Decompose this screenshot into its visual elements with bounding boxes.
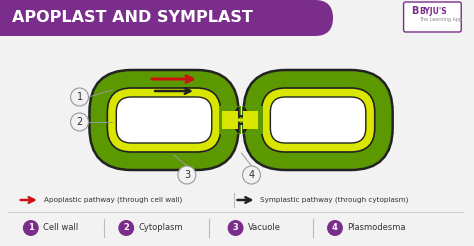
FancyBboxPatch shape xyxy=(403,2,461,32)
FancyBboxPatch shape xyxy=(270,97,366,143)
Text: 3: 3 xyxy=(184,170,190,180)
Circle shape xyxy=(71,113,89,131)
Circle shape xyxy=(228,220,244,236)
Circle shape xyxy=(118,220,134,236)
PathPatch shape xyxy=(233,107,249,133)
Text: The Learning App: The Learning App xyxy=(419,17,463,22)
FancyBboxPatch shape xyxy=(90,70,238,170)
Circle shape xyxy=(327,220,343,236)
Text: Symplastic pathway (through cytoplasm): Symplastic pathway (through cytoplasm) xyxy=(260,197,409,203)
Text: Apoplastic pathway (through cell wall): Apoplastic pathway (through cell wall) xyxy=(44,197,182,203)
Circle shape xyxy=(243,166,260,184)
FancyBboxPatch shape xyxy=(107,88,221,152)
Circle shape xyxy=(71,88,89,106)
FancyBboxPatch shape xyxy=(243,111,258,129)
Text: 4: 4 xyxy=(332,224,338,232)
FancyBboxPatch shape xyxy=(244,70,392,170)
Text: Plasmodesma: Plasmodesma xyxy=(347,224,405,232)
FancyBboxPatch shape xyxy=(219,106,241,134)
Text: 1: 1 xyxy=(28,224,34,232)
FancyBboxPatch shape xyxy=(222,111,237,129)
FancyBboxPatch shape xyxy=(278,0,333,36)
Text: 4: 4 xyxy=(248,170,255,180)
Text: APOPLAST AND SYMPLAST: APOPLAST AND SYMPLAST xyxy=(12,11,253,26)
Text: 2: 2 xyxy=(123,224,129,232)
Text: 1: 1 xyxy=(76,92,82,102)
Text: Cytoplasm: Cytoplasm xyxy=(138,224,183,232)
FancyBboxPatch shape xyxy=(262,88,375,152)
FancyBboxPatch shape xyxy=(0,0,308,36)
Text: 3: 3 xyxy=(233,224,238,232)
FancyBboxPatch shape xyxy=(116,97,212,143)
Text: 2: 2 xyxy=(76,117,82,127)
Circle shape xyxy=(23,220,39,236)
Circle shape xyxy=(178,166,196,184)
PathPatch shape xyxy=(236,112,246,128)
Text: Vacuole: Vacuole xyxy=(247,224,281,232)
Text: BYJU'S: BYJU'S xyxy=(419,6,447,15)
Text: B: B xyxy=(411,6,419,16)
Text: Cell wall: Cell wall xyxy=(43,224,78,232)
FancyBboxPatch shape xyxy=(242,106,264,134)
